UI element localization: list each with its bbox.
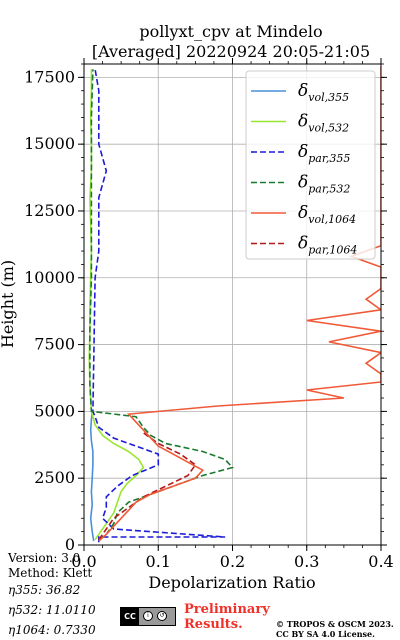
series-line-par-1064 (98, 432, 197, 541)
y-tick-label: 0 (65, 535, 75, 554)
legend: δvol,355 δvol,532 δpar,355 δpar,532 δvol,106… (245, 70, 376, 260)
legend-entry-label: δpar,532 (298, 173, 350, 196)
x-tick-label: 0.0 (71, 552, 96, 571)
copyright-line2: CC BY SA 4.0 License. (276, 629, 375, 639)
eta1064-text: η1064: 0.7330 (8, 623, 96, 637)
cc-logo-icon: CC (121, 608, 139, 625)
eta355-text: η355: 36.82 (8, 583, 81, 597)
method-text: Method: Klett (8, 566, 93, 580)
legend-entry-label: δpar,1064 (298, 234, 357, 257)
copyright-line1: © TROPOS & OSCM 2023. (276, 619, 394, 629)
y-tick-label: 7500 (34, 335, 75, 354)
x-axis-label: Depolarization Ratio (148, 573, 315, 592)
chart-title: pollyxt_cpv at Mindelo (139, 22, 322, 41)
preliminary-line1: Preliminary (184, 602, 270, 617)
y-tick-label: 10000 (24, 268, 75, 287)
cc-license-badge: CC i ↺ (120, 607, 176, 626)
x-tick-label: 0.1 (146, 552, 171, 571)
depolarization-chart: pollyxt_cpv at Mindelo [Averaged] 202209… (0, 22, 394, 592)
chart-subtitle: [Averaged] 20220924 20:05-21:05 (92, 42, 370, 61)
x-tick-label: 0.2 (220, 552, 245, 571)
preliminary-label: Preliminary Results. (184, 602, 270, 632)
series-line-par-355 (92, 69, 226, 543)
cc-sa-icon: ↺ (157, 611, 167, 621)
axis-ticks: 0.0 0.1 0.2 0.3 0.4 0 2500 5000 7500 10000 12500 15… (24, 58, 394, 571)
version-text: Version: 3.0 (8, 551, 81, 565)
preliminary-line2: Results. (184, 617, 243, 632)
series-line-vol-532 (88, 69, 145, 541)
y-tick-label: 12500 (24, 201, 75, 220)
y-tick-label: 17500 (24, 67, 75, 86)
x-tick-label: 0.4 (368, 552, 393, 571)
eta532-text: η532: 11.0110 (8, 603, 96, 617)
x-tick-label: 0.3 (294, 552, 319, 571)
legend-entry-label: δvol,1064 (298, 203, 356, 226)
legend-entry-label: δvol,355 (298, 81, 349, 104)
copyright-notice: © TROPOS & OSCM 2023. CC BY SA 4.0 Licen… (276, 619, 394, 639)
series-line-par-532 (89, 69, 234, 541)
y-tick-label: 5000 (34, 401, 75, 420)
series-line-vol-355 (89, 411, 95, 542)
legend-box (245, 70, 376, 260)
legend-entry-label: δvol,532 (298, 112, 349, 135)
series-line-vol-1064 (98, 66, 381, 542)
y-tick-label: 2500 (34, 468, 75, 487)
legend-entry-label: δpar,355 (298, 142, 350, 165)
series-group (88, 66, 381, 543)
y-tick-label: 15000 (24, 134, 75, 153)
y-axis-label: Height (m) (0, 260, 17, 348)
cc-by-icon: i (143, 611, 153, 621)
